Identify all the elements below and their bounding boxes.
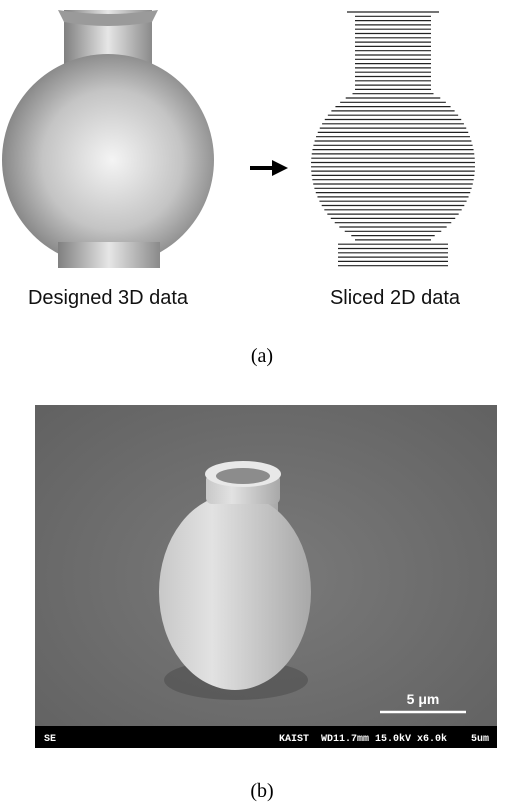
sem-opening bbox=[216, 468, 270, 484]
arrow-head bbox=[272, 160, 288, 176]
figure: Designed 3D data Sliced 2D data (a) 5 μm… bbox=[0, 0, 518, 804]
panel-label: (a) bbox=[251, 345, 273, 367]
left-caption: Designed 3D data bbox=[28, 287, 189, 309]
scale-label: 5 μm bbox=[407, 691, 440, 707]
sem-image: 5 μm SE KAIST WD11.7mm 15.0kV x6.0k 5um bbox=[35, 405, 497, 748]
sliced-vase bbox=[311, 12, 475, 266]
panel-label: (b) bbox=[250, 780, 273, 802]
vase-3d bbox=[2, 10, 214, 268]
vase-body bbox=[2, 54, 214, 266]
page: Designed 3D data Sliced 2D data (a) 5 μm… bbox=[0, 0, 518, 804]
vase-base bbox=[58, 242, 160, 268]
info-details: KAIST WD11.7mm 15.0kV x6.0k 5um bbox=[279, 733, 489, 745]
sem-body bbox=[159, 494, 311, 690]
info-mode: SE bbox=[44, 734, 56, 745]
right-caption: Sliced 2D data bbox=[330, 287, 461, 309]
